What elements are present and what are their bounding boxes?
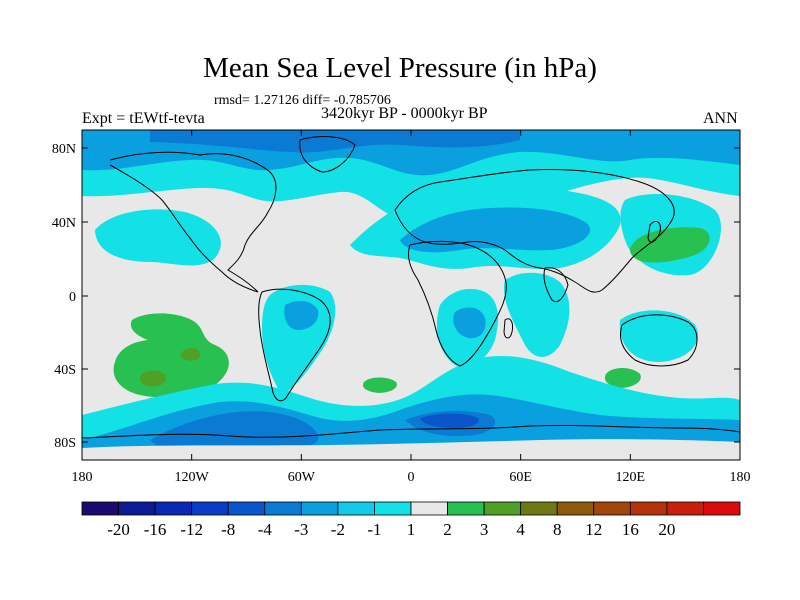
colorbar-swatch <box>337 501 375 516</box>
lat-tick-label: 40S <box>54 363 76 378</box>
map-title: Mean Sea Level Pressure (in hPa) <box>203 52 597 84</box>
colorbar-swatch <box>154 501 193 516</box>
experiment-label: Expt = tEWtf-tevta <box>82 110 205 127</box>
colorbar-label: -2 <box>331 520 345 539</box>
colorbar-swatch <box>483 501 522 516</box>
colorbar-swatch <box>556 501 595 516</box>
colorbar-label: -1 <box>367 520 381 539</box>
antarctic-grey <box>82 439 740 460</box>
lat-tick-label: 80S <box>54 436 76 451</box>
colorbar-label: 3 <box>480 520 489 539</box>
indian-ocean-cyan <box>504 272 570 358</box>
lon-tick-label: 60W <box>288 470 316 485</box>
coast-australia <box>620 314 698 367</box>
lon-tick-label: 60E <box>509 470 532 485</box>
colorbar-label: 2 <box>443 520 452 539</box>
colorbar-label: 4 <box>516 520 525 539</box>
colorbar-label: -12 <box>180 520 203 539</box>
colorbar: -20 -16 -12 -8 -4 -3 -2 -1 1 2 3 4 8 12 16 20 <box>81 501 741 539</box>
colorbar-label: 20 <box>658 520 675 539</box>
period-label: 3420kyr BP - 0000kyr BP <box>321 105 488 122</box>
colorbar-swatch <box>264 501 302 516</box>
colorbar-swatch <box>410 501 448 516</box>
lon-tick-label: 180 <box>730 470 751 485</box>
lon-tick-label: 180 <box>72 470 93 485</box>
colorbar-swatch <box>703 501 741 516</box>
pressure-field <box>82 130 740 460</box>
colorbar-label: -8 <box>221 520 235 539</box>
colorbar-swatch <box>81 501 119 516</box>
coast-africa <box>407 240 507 367</box>
colorbar-swatch <box>227 501 266 516</box>
nw-pacific-green <box>630 227 710 263</box>
south-atlantic-green <box>362 377 397 393</box>
north-pacific-cyan <box>95 209 221 266</box>
colorbar-label: -3 <box>294 520 308 539</box>
coast-greenland <box>299 136 356 173</box>
colorbar-label: -20 <box>107 520 130 539</box>
lat-tick-label: 40N <box>52 216 76 231</box>
colorbar-label: -16 <box>144 520 167 539</box>
colorbar-swatch <box>593 501 631 516</box>
africa-blue <box>453 307 486 339</box>
coast-north-america <box>109 151 277 293</box>
longitude-axis: 180 120W 60W 0 60E 120E 180 <box>72 130 751 485</box>
season-label: ANN <box>703 110 738 127</box>
colorbar-label: 8 <box>553 520 562 539</box>
colorbar-swatch <box>520 501 558 516</box>
colorbar-swatch <box>191 501 229 516</box>
colorbar-swatch <box>374 501 412 516</box>
colorbar-swatch <box>118 501 156 516</box>
south-indian-green <box>604 368 641 388</box>
coast-madagascar <box>503 318 513 339</box>
south-pacific-olive-2 <box>139 370 167 387</box>
colorbar-swatch <box>666 501 704 516</box>
coast-south-america <box>258 288 331 402</box>
colorbar-swatch <box>300 501 339 516</box>
australia-cyan <box>619 310 699 362</box>
colorbar-label: 1 <box>407 520 416 539</box>
coast-antarctica <box>82 424 740 439</box>
southern-darker-blue <box>420 413 479 428</box>
coast-japan <box>647 221 661 243</box>
latitude-axis: 80N 40N 0 40S 80S <box>52 142 740 451</box>
coast-india <box>543 267 569 303</box>
south-pacific-olive-1 <box>180 347 201 361</box>
lon-tick-label: 120W <box>175 470 210 485</box>
coastlines <box>82 136 740 439</box>
colorbar-swatch <box>629 501 668 516</box>
colorbar-label: 12 <box>585 520 602 539</box>
south-america-blue <box>284 300 319 330</box>
lat-tick-label: 0 <box>69 290 76 305</box>
arctic-deep-blue <box>150 130 520 153</box>
colorbar-label: -4 <box>258 520 273 539</box>
stats-line: rmsd= 1.27126 diff= -0.785706 <box>214 93 391 108</box>
colorbar-swatch <box>447 501 485 516</box>
lon-tick-label: 0 <box>408 470 415 485</box>
lon-tick-label: 120E <box>616 470 646 485</box>
lat-tick-label: 80N <box>52 142 76 157</box>
colorbar-label: 16 <box>622 520 639 539</box>
coast-europe-asia <box>394 169 675 293</box>
